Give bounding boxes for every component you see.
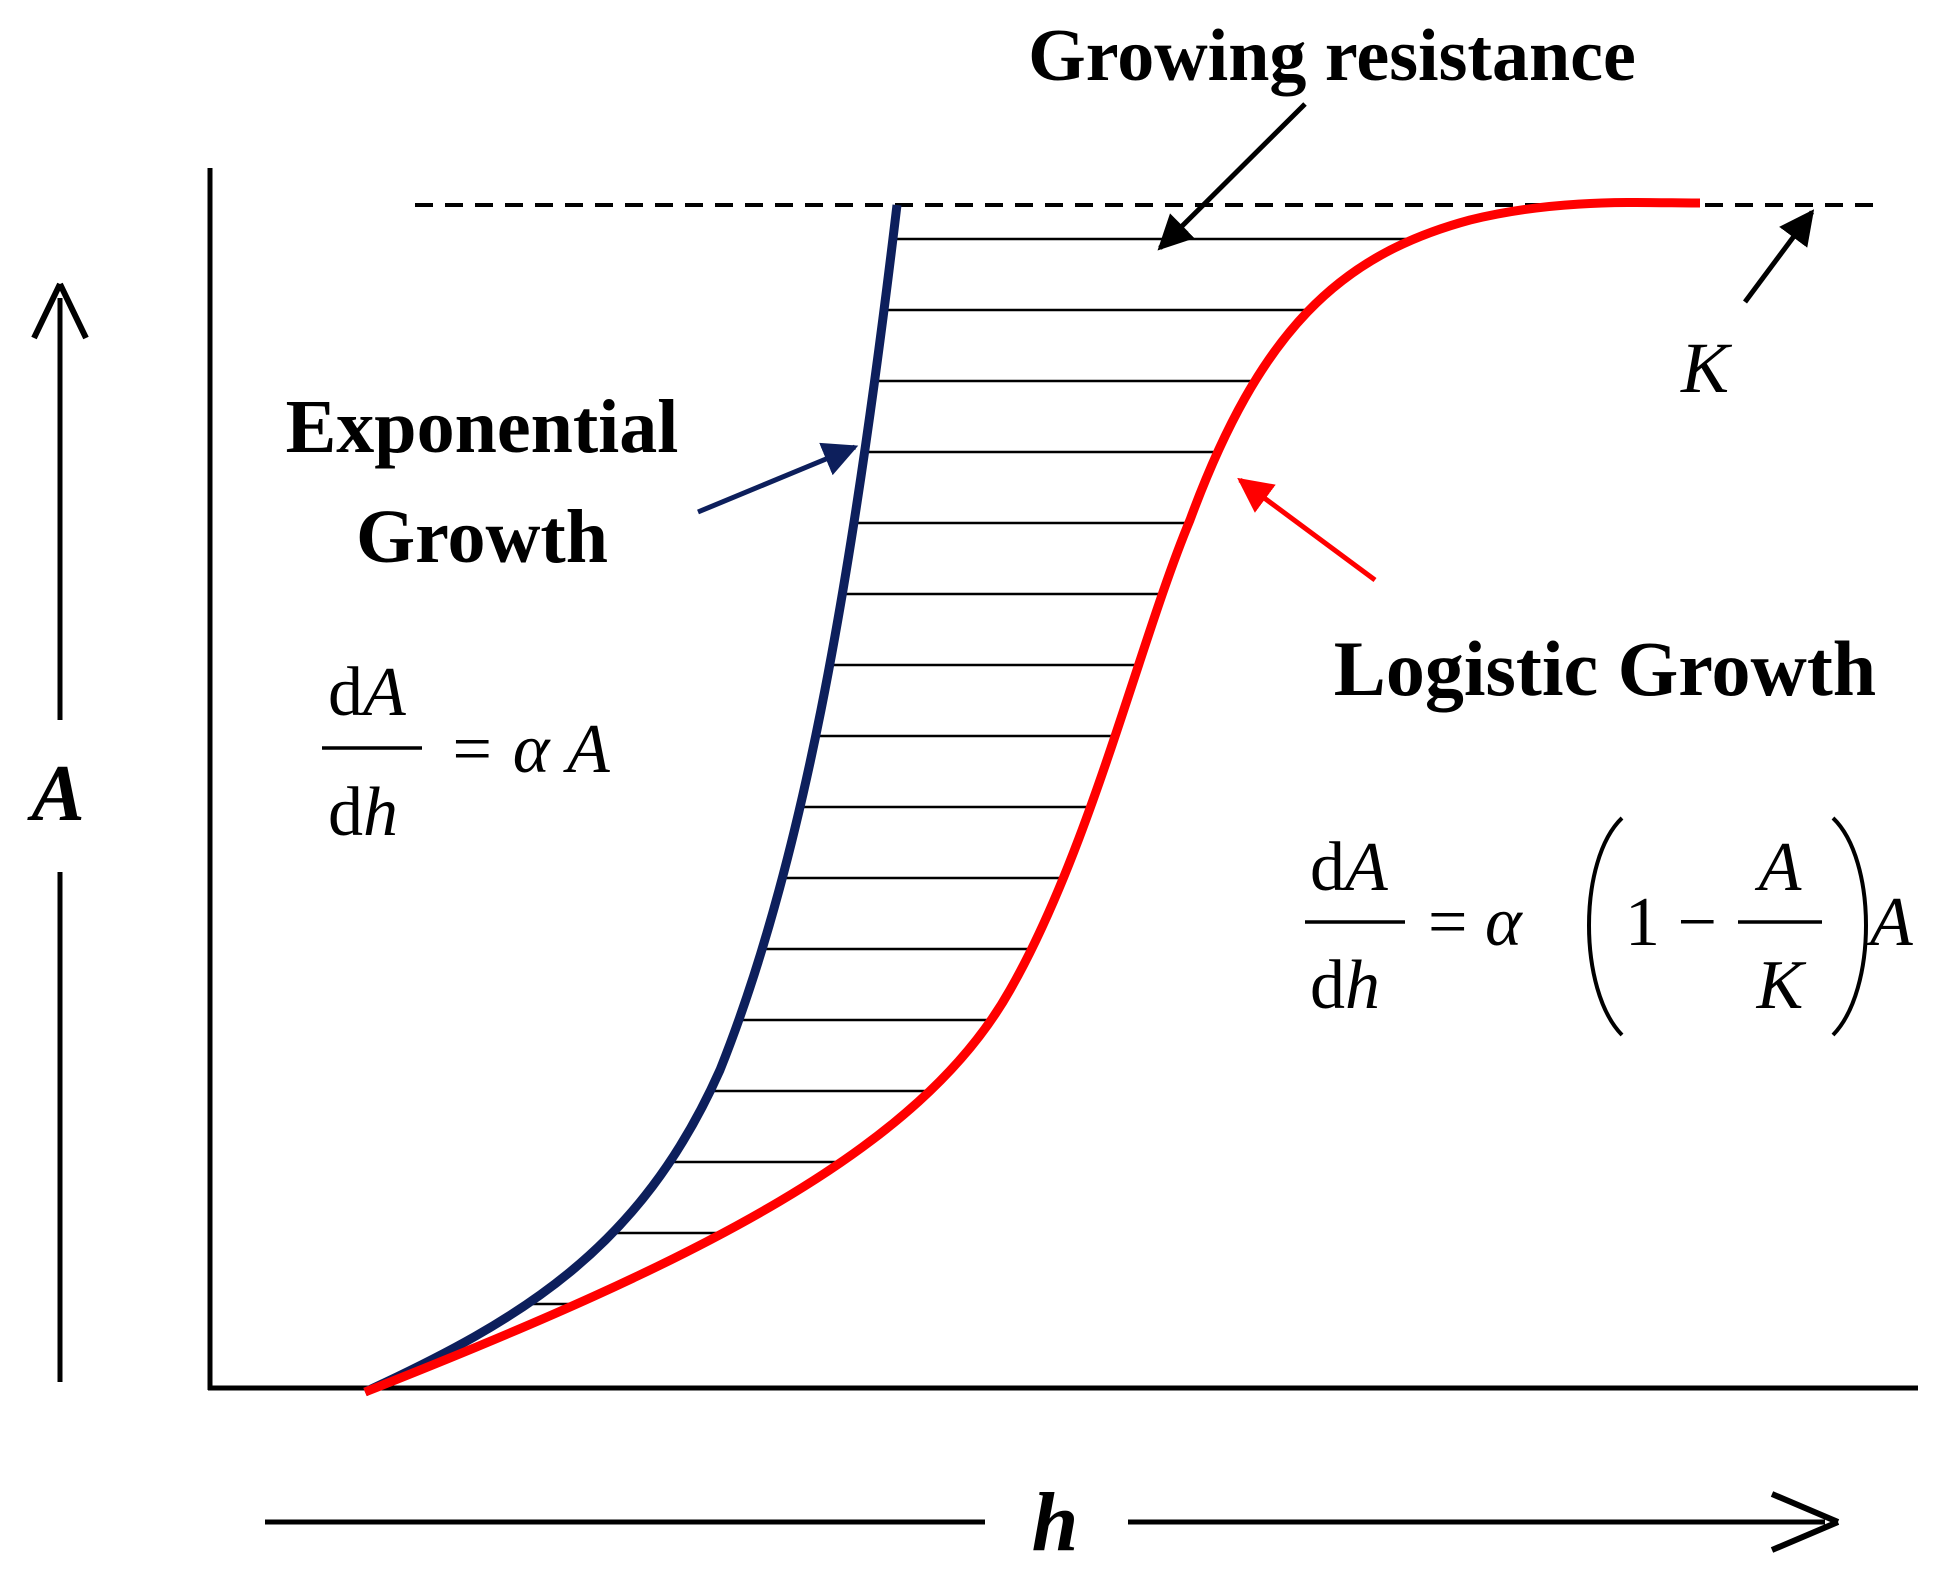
logistic-curve: [363, 198, 1701, 1397]
svg-text:= α: = α: [1428, 884, 1523, 961]
k-arrow: [1742, 209, 1815, 304]
exponential-arrow: [697, 442, 859, 515]
a-axis-label: A: [26, 750, 84, 838]
svg-text:dh: dh: [328, 774, 398, 851]
exponential-label-line2: Growth: [356, 495, 608, 579]
growing-resistance-label: Growing resistance: [1028, 15, 1636, 97]
svg-text:1 −: 1 −: [1625, 884, 1717, 961]
svg-text:A: A: [1755, 829, 1802, 906]
resistance-hatching: [400, 237, 1414, 1377]
logistic-label: Logistic Growth: [1334, 625, 1876, 712]
svg-text:dA: dA: [328, 654, 406, 731]
growing-resistance-arrow: [1157, 102, 1307, 251]
carrying-capacity-k-label: K: [1680, 328, 1733, 408]
h-axis-label: h: [1032, 1476, 1079, 1569]
exponential-curve: [363, 204, 902, 1397]
svg-text:dh: dh: [1310, 947, 1380, 1024]
h-axis-arrowhead: [1770, 1491, 1840, 1553]
exponential-equation: dA dh = α A: [322, 654, 610, 851]
a-axis-arrowhead: [31, 282, 89, 340]
logistic-equation: dA dh = α 1 − A K A: [1305, 816, 1913, 1037]
logistic-arrow: [1237, 477, 1377, 583]
svg-text:A: A: [1866, 884, 1913, 961]
exponential-label-line1: Exponential: [286, 385, 679, 469]
logistic-right-paren: [1831, 816, 1868, 1037]
svg-text:dA: dA: [1310, 829, 1388, 906]
svg-text:K: K: [1756, 947, 1807, 1024]
exponential-rhs: = α A: [448, 711, 610, 788]
logistic-left-paren: [1587, 816, 1624, 1037]
